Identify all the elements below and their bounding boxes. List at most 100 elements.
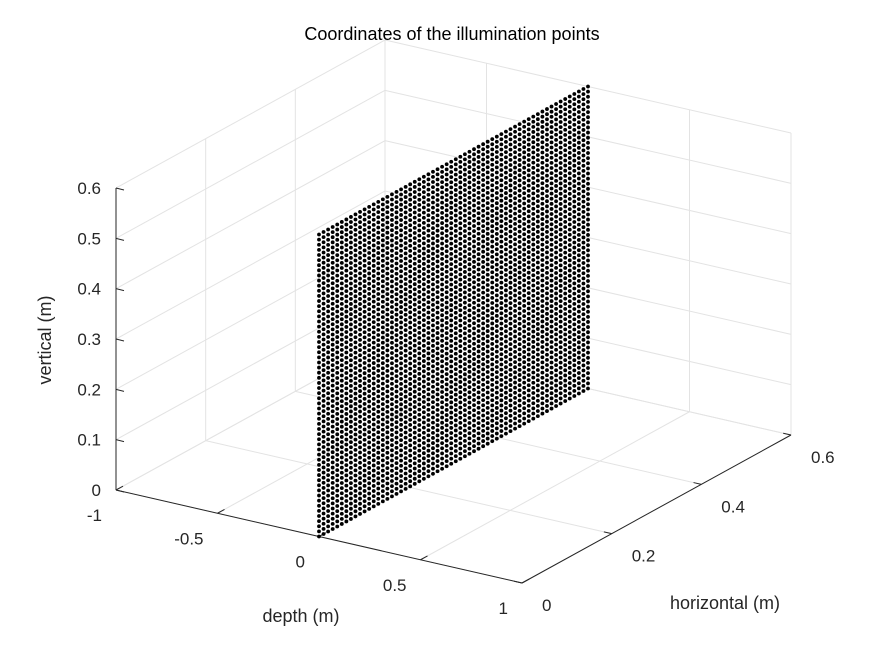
data-point <box>371 325 376 330</box>
data-point <box>408 320 413 325</box>
data-point <box>417 233 422 238</box>
data-point <box>481 341 486 346</box>
data-point <box>335 396 340 401</box>
data-point <box>485 150 490 154</box>
data-point <box>467 206 472 210</box>
data-point <box>508 214 513 219</box>
data-point <box>353 468 358 473</box>
data-point <box>554 158 558 163</box>
data-point <box>531 314 536 319</box>
data-point <box>399 238 403 243</box>
data-point <box>567 396 572 401</box>
data-point <box>586 299 590 304</box>
data-point <box>540 191 545 196</box>
data-point <box>444 336 449 341</box>
data-point <box>576 191 581 196</box>
data-point <box>412 359 417 363</box>
data-point <box>390 376 394 381</box>
data-point <box>549 217 554 222</box>
data-point <box>558 99 563 104</box>
data-point <box>581 128 586 132</box>
data-point <box>431 359 435 364</box>
data-point <box>330 455 335 460</box>
data-point <box>458 287 463 292</box>
data-point <box>358 343 362 347</box>
data-point <box>576 227 581 232</box>
data-point <box>408 187 413 192</box>
data-point <box>371 217 376 222</box>
data-point <box>522 401 527 406</box>
data-point <box>504 339 508 344</box>
data-point <box>376 379 381 383</box>
data-point <box>476 170 481 175</box>
data-point <box>467 226 472 231</box>
data-point <box>344 284 349 288</box>
data-point <box>353 509 358 514</box>
data-point <box>531 416 536 421</box>
data-point <box>535 322 540 326</box>
data-point <box>572 322 577 327</box>
data-point <box>549 314 554 319</box>
data-point <box>494 303 499 308</box>
data-point <box>549 237 554 242</box>
data-point <box>394 282 399 286</box>
data-point <box>467 277 472 282</box>
data-point <box>349 245 353 250</box>
data-point <box>394 241 399 245</box>
data-point <box>403 190 408 194</box>
data-point <box>453 362 458 366</box>
data-point <box>545 291 549 296</box>
data-point <box>576 161 581 166</box>
data-point <box>549 242 554 247</box>
data-point <box>326 304 331 309</box>
data-point <box>399 202 403 207</box>
data-point <box>549 160 554 165</box>
data-point <box>367 404 372 409</box>
data-point <box>499 342 504 346</box>
data-point <box>399 463 403 468</box>
data-point <box>431 410 435 415</box>
data-point <box>481 229 486 234</box>
data-point <box>481 367 486 372</box>
data-point <box>353 447 358 452</box>
data-point <box>567 227 572 232</box>
data-point <box>403 195 408 199</box>
data-point <box>426 443 431 448</box>
data-point <box>431 471 435 476</box>
data-point <box>344 325 349 329</box>
data-point <box>567 381 572 386</box>
data-point <box>317 416 321 421</box>
data-point <box>526 255 531 260</box>
data-point <box>563 112 568 117</box>
data-point <box>449 282 454 287</box>
data-point <box>412 369 417 374</box>
data-point <box>485 144 490 149</box>
data-point <box>376 256 381 261</box>
z-tick-mark <box>115 288 125 292</box>
data-point <box>349 312 353 317</box>
data-point <box>421 328 426 333</box>
data-point <box>581 307 586 312</box>
data-point <box>526 173 531 178</box>
data-point <box>490 413 495 418</box>
data-point <box>499 265 504 270</box>
data-point <box>321 399 326 403</box>
data-point <box>399 274 403 279</box>
data-point <box>458 175 463 180</box>
data-point <box>426 213 431 218</box>
data-point <box>467 451 472 456</box>
data-point <box>394 466 399 471</box>
data-point <box>545 153 549 158</box>
data-point <box>390 458 394 463</box>
data-point <box>490 398 495 403</box>
data-point <box>344 473 349 478</box>
data-point <box>540 268 545 273</box>
data-point <box>330 353 335 357</box>
data-point <box>394 317 399 322</box>
data-point <box>344 355 349 360</box>
data-point <box>526 214 531 219</box>
data-point <box>549 155 554 160</box>
data-point <box>494 421 499 426</box>
data-point <box>526 250 531 255</box>
data-point <box>499 418 504 423</box>
